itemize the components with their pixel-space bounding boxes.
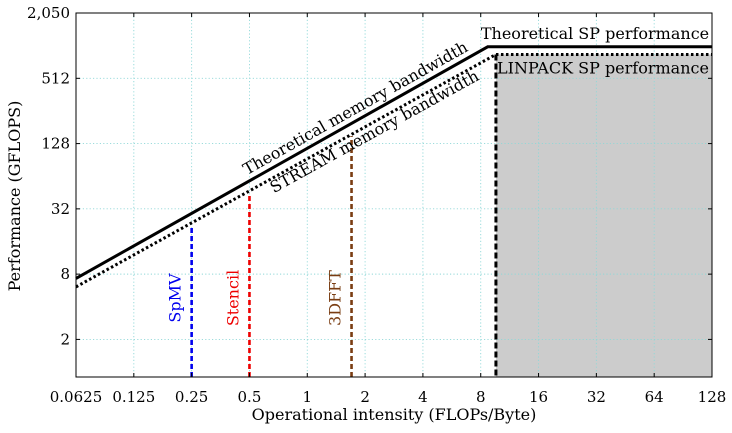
- x-tick-label: 8: [476, 388, 486, 406]
- x-tick-label: 4: [418, 388, 428, 406]
- y-tick-label: 8: [60, 265, 70, 283]
- y-tick-label: 2,050: [27, 4, 70, 22]
- x-tick-label: 32: [587, 388, 606, 406]
- y-tick-label: 512: [41, 69, 70, 87]
- x-tick-label: 64: [645, 388, 664, 406]
- x-tick-label: 1: [302, 388, 312, 406]
- y-axis-title: Performance (GFLOPS): [5, 101, 24, 292]
- plot-frame: [75, 12, 713, 378]
- y-tick-label: 128: [41, 135, 70, 153]
- x-axis-title: Operational intensity (FLOPs/Byte): [252, 405, 537, 424]
- frame-layer: [75, 12, 713, 378]
- linpack-region: [495, 54, 712, 377]
- linpack-sp-performance-label: LINPACK SP performance: [497, 58, 709, 77]
- x-tick-label: 0.125: [112, 388, 155, 406]
- x-tick-label: 16: [529, 388, 548, 406]
- x-tick-label: 0.0625: [50, 388, 103, 406]
- tick-label-layer: 0.0625 0.125 0.25 0.5 1 2 4 8 16 32 64 128 2 8 32 128 51…: [27, 4, 726, 406]
- theoretical-sp-performance-label: Theoretical SP performance: [481, 24, 709, 43]
- y-tick-label: 2: [60, 330, 70, 348]
- x-tick-label: 128: [698, 388, 727, 406]
- x-tick-label: 0.25: [175, 388, 208, 406]
- kernel-label-3dfft: 3DFFT: [326, 270, 345, 326]
- kernel-label-stencil: Stencil: [223, 270, 242, 326]
- lines-layer: [75, 45, 712, 377]
- theoretical-roofline: [75, 45, 712, 280]
- shade-layer: [495, 54, 712, 377]
- x-tick-label: 0.5: [238, 388, 262, 406]
- y-tick-label: 32: [51, 200, 70, 218]
- x-tick-label: 2: [360, 388, 370, 406]
- kernel-label-spmv: SpMV: [166, 273, 185, 323]
